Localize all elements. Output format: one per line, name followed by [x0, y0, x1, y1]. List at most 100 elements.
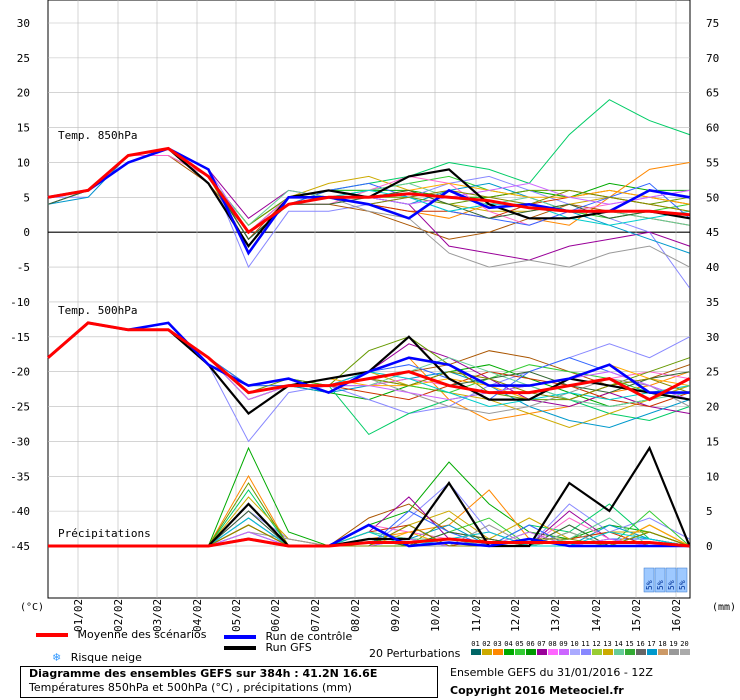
perturbation-swatch-color: [668, 649, 679, 655]
right-tick-label: 65: [706, 87, 719, 100]
legend-perturbations: 20 Perturbations: [369, 647, 460, 660]
right-tick-label: 35: [706, 296, 719, 309]
snow-badge-label: 5%: [667, 580, 676, 590]
date-label: 02/02: [112, 599, 125, 632]
legend-snow: ❄ Risque neige: [52, 651, 142, 664]
perturbation-swatch-color: [569, 649, 580, 655]
right-tick-label: 30: [706, 331, 719, 344]
date-label: 10/02: [429, 599, 442, 632]
perturbation-swatch-label: 02: [482, 640, 491, 648]
perturbation-swatch: 20: [679, 640, 690, 655]
perturbation-swatch: 04: [503, 640, 514, 655]
plot-frame: [47, 0, 691, 599]
perturbation-swatch-color: [481, 649, 492, 655]
perturbation-swatch: 05: [514, 640, 525, 655]
chart-title: Diagramme des ensembles GEFS sur 384h : …: [29, 667, 378, 680]
legend-control-swatch: [224, 635, 256, 639]
perturbation-swatch-label: 19: [669, 640, 678, 648]
perturbation-swatch-label: 08: [548, 640, 557, 648]
perturbation-swatch: 15: [624, 640, 635, 655]
perturbation-swatch-color: [624, 649, 635, 655]
left-tick-label: -45: [10, 540, 30, 553]
perturbation-swatch: 16: [635, 640, 646, 655]
perturbation-swatch-color: [613, 649, 624, 655]
right-unit: (mm): [712, 602, 736, 613]
t500-perturbation-line: [47, 322, 690, 429]
perturbation-swatch: 14: [613, 640, 624, 655]
right-tick-label: 5: [706, 505, 713, 518]
t500-perturbation-line: [47, 322, 690, 401]
right-tick-label: 60: [706, 122, 719, 135]
perturbation-swatch: 08: [547, 640, 558, 655]
copyright-label: Copyright 2016 Meteociel.fr: [450, 684, 624, 697]
perturbation-swatch-label: 10: [570, 640, 579, 648]
perturbation-swatch-color: [657, 649, 668, 655]
perturbation-swatch-label: 20: [680, 640, 689, 648]
ensemble-chart: 302520151050-5-10-15-20-25-30-35-40-4575…: [10, 0, 736, 632]
date-label: 12/02: [509, 599, 522, 632]
legend-gfs: Run GFS: [224, 641, 312, 654]
left-tick-label: 20: [17, 87, 30, 100]
perturbation-swatch: 01: [470, 640, 481, 655]
run-info: Ensemble GEFS du 31/01/2016 - 12Z: [450, 666, 653, 679]
perturbation-swatch-color: [514, 649, 525, 655]
chart-subtitle: Températures 850hPa et 500hPa (°C) , pré…: [29, 681, 352, 694]
perturbation-swatch-label: 09: [559, 640, 568, 648]
legend-gfs-swatch: [224, 646, 256, 650]
perturbation-swatch: 10: [569, 640, 580, 655]
t500-perturbation-line: [47, 322, 690, 401]
left-tick-label: 30: [17, 17, 30, 30]
t500-mean-line: [47, 321, 691, 402]
right-tick-label: 55: [706, 156, 719, 169]
legend-control: Run de contrôle: [224, 630, 352, 643]
left-tick-label: -20: [10, 366, 30, 379]
perturbation-swatch-label: 06: [526, 640, 535, 648]
chart-caption-box: Diagramme des ensembles GEFS sur 384h : …: [20, 666, 438, 698]
perturbation-swatch: 09: [558, 640, 569, 655]
perturbation-swatch: 19: [668, 640, 679, 655]
date-label: 11/02: [470, 599, 483, 632]
t500-perturbation-line: [47, 322, 690, 401]
date-label: 03/02: [151, 599, 164, 632]
perturbation-swatch-label: 16: [636, 640, 645, 648]
perturbation-swatch-color: [536, 649, 547, 655]
perturbation-swatch-label: 14: [614, 640, 623, 648]
legend-perturbations-label: 20 Perturbations: [369, 647, 461, 660]
left-tick-label: 10: [17, 156, 30, 169]
left-unit: (°C): [20, 602, 44, 613]
left-tick-label: 25: [17, 52, 30, 65]
left-tick-label: -15: [10, 331, 30, 344]
t850-perturbation-line: [47, 147, 690, 268]
perturbation-swatch-label: 17: [647, 640, 656, 648]
right-tick-label: 15: [706, 435, 719, 448]
t500-control-line: [47, 321, 690, 395]
panel-label-t500: Temp. 500hPa: [58, 304, 137, 317]
perturbation-swatch-color: [679, 649, 690, 655]
snow-badge-label: 5%: [645, 580, 654, 590]
t500-perturbation-line: [47, 322, 690, 401]
date-label: 13/02: [549, 599, 562, 632]
legend-mean: Moyenne des scénarios: [36, 628, 256, 642]
snow-badge: [654, 567, 666, 593]
t500-perturbation-line: [47, 322, 690, 401]
left-tick-label: -10: [10, 296, 30, 309]
date-label: 01/02: [72, 599, 85, 632]
perturbation-swatch-color: [602, 649, 613, 655]
perturbation-swatch-color: [646, 649, 657, 655]
t850-perturbation-line: [47, 147, 690, 241]
perturbation-swatch-label: 12: [592, 640, 601, 648]
perturbation-swatch-label: 04: [504, 640, 513, 648]
left-tick-label: -30: [10, 435, 30, 448]
perturbation-swatch-color: [591, 649, 602, 655]
date-label: 09/02: [389, 599, 402, 632]
t500-perturbation-line: [47, 322, 690, 401]
legend-snow-label: Risque neige: [70, 651, 142, 664]
date-label: 06/02: [269, 599, 282, 632]
perturbation-swatch-color: [492, 649, 503, 655]
perturbation-swatch: 07: [536, 640, 547, 655]
right-tick-label: 10: [706, 470, 719, 483]
right-tick-label: 50: [706, 191, 719, 204]
perturbation-swatch: 06: [525, 640, 536, 655]
perturbation-swatch-label: 18: [658, 640, 667, 648]
panel-label-precip: Précipitations: [58, 527, 151, 540]
